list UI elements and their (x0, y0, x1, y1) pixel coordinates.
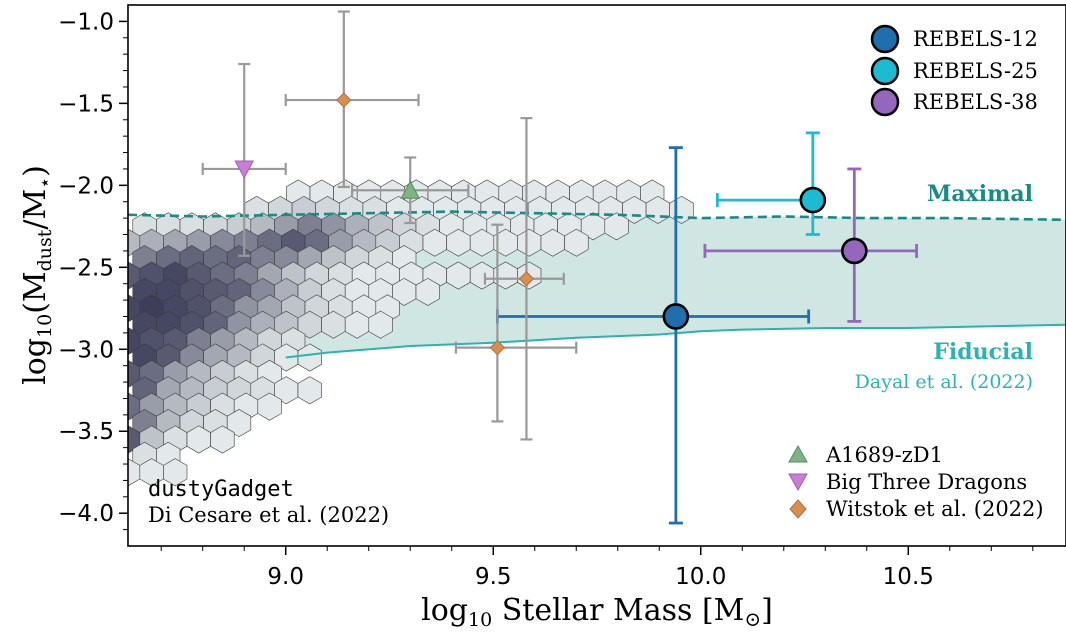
dustygadget-hexbin-layer (128, 179, 694, 487)
legend-label-a1689: A1689-zD1 (825, 443, 943, 467)
legend-label-big-three-dragons: Big Three Dragons (826, 470, 1027, 494)
legend-marker-rebels-38 (870, 87, 900, 117)
legend-label-rebels-12: REBELS-12 (913, 27, 1038, 51)
y-tick-label: −3.0 (58, 337, 114, 363)
hexbin-cell (368, 310, 393, 339)
rebels-38-point (841, 237, 868, 265)
y-tick-label: −4.0 (58, 501, 114, 527)
hexbin-label: dustyGadget (148, 477, 294, 502)
rebels-12-point (662, 303, 690, 330)
legend-label-rebels-38: REBELS-38 (913, 90, 1038, 114)
fiducial-curve (285, 323, 1066, 359)
plot-area (128, 10, 1066, 525)
y-tick-label: −1.0 (58, 9, 114, 35)
model-curves-layer (128, 210, 1066, 359)
legend-marker-witstok (789, 499, 807, 519)
hexbin-cell (226, 409, 252, 438)
maximal-label: Maximal (927, 181, 1033, 207)
x-axis-title: log10 Stellar Mass [M⊙] (421, 593, 773, 631)
legend-lower: A1689-zD1 Big Three Dragons Witstok et a… (788, 443, 1044, 521)
x-tick-label: 10.5 (883, 564, 934, 590)
legend-label-witstok: Witstok et al. (2022) (826, 497, 1044, 521)
legend-label-rebels-25: REBELS-25 (913, 59, 1038, 83)
fiducial-label: Fiducial (933, 339, 1033, 365)
x-tick-label: 9.5 (475, 564, 512, 590)
rebels-25-point (799, 186, 827, 214)
y-tick-label: −2.0 (58, 173, 114, 199)
maximal-curve (128, 210, 1066, 222)
hexbin-cell (564, 228, 589, 257)
witstok-et-al-2022-point (336, 92, 352, 108)
legend-marker-a1689 (788, 444, 808, 463)
y-tick-label: −3.5 (58, 419, 114, 445)
hexbin-cell (297, 376, 322, 405)
hexbin-cell (163, 458, 188, 487)
legend-marker-rebels-25 (870, 56, 900, 86)
hexbin-cell (415, 277, 440, 306)
hexbin-cell (257, 392, 282, 421)
marker-layer (234, 92, 868, 356)
model-citation: Dayal et al. (2022) (855, 371, 1033, 393)
legend-marker-big-three-dragons (788, 473, 808, 492)
y-tick-label: −2.5 (58, 255, 114, 281)
legend-marker-rebels-12 (870, 24, 900, 54)
y-axis-title: log10(Mdust/M⋆) (18, 165, 56, 385)
x-tick-label: 10.0 (675, 564, 726, 590)
witstok-et-al-2022-point (518, 271, 535, 287)
axes: 9.0 9.5 10.0 10.5 −1.0 −1.5 −2.0 −2.5 −3.0 −3.5 −4… (58, 9, 1034, 590)
big-three-dragons-point (234, 160, 255, 180)
hexbin-cell (210, 425, 235, 454)
legend-upper: REBELS-12 REBELS-25 REBELS-38 (870, 24, 1038, 117)
hexbin-cell (604, 212, 629, 241)
plot-frame (127, 4, 1066, 547)
a1689-zd1-point (400, 180, 421, 199)
y-tick-label: −1.5 (58, 91, 114, 117)
witstok-et-al-2022-point (489, 339, 506, 356)
hexbin-cell (297, 343, 322, 372)
hexbin-citation: Di Cesare et al. (2022) (148, 503, 389, 527)
x-tick-label: 9.0 (267, 564, 304, 590)
